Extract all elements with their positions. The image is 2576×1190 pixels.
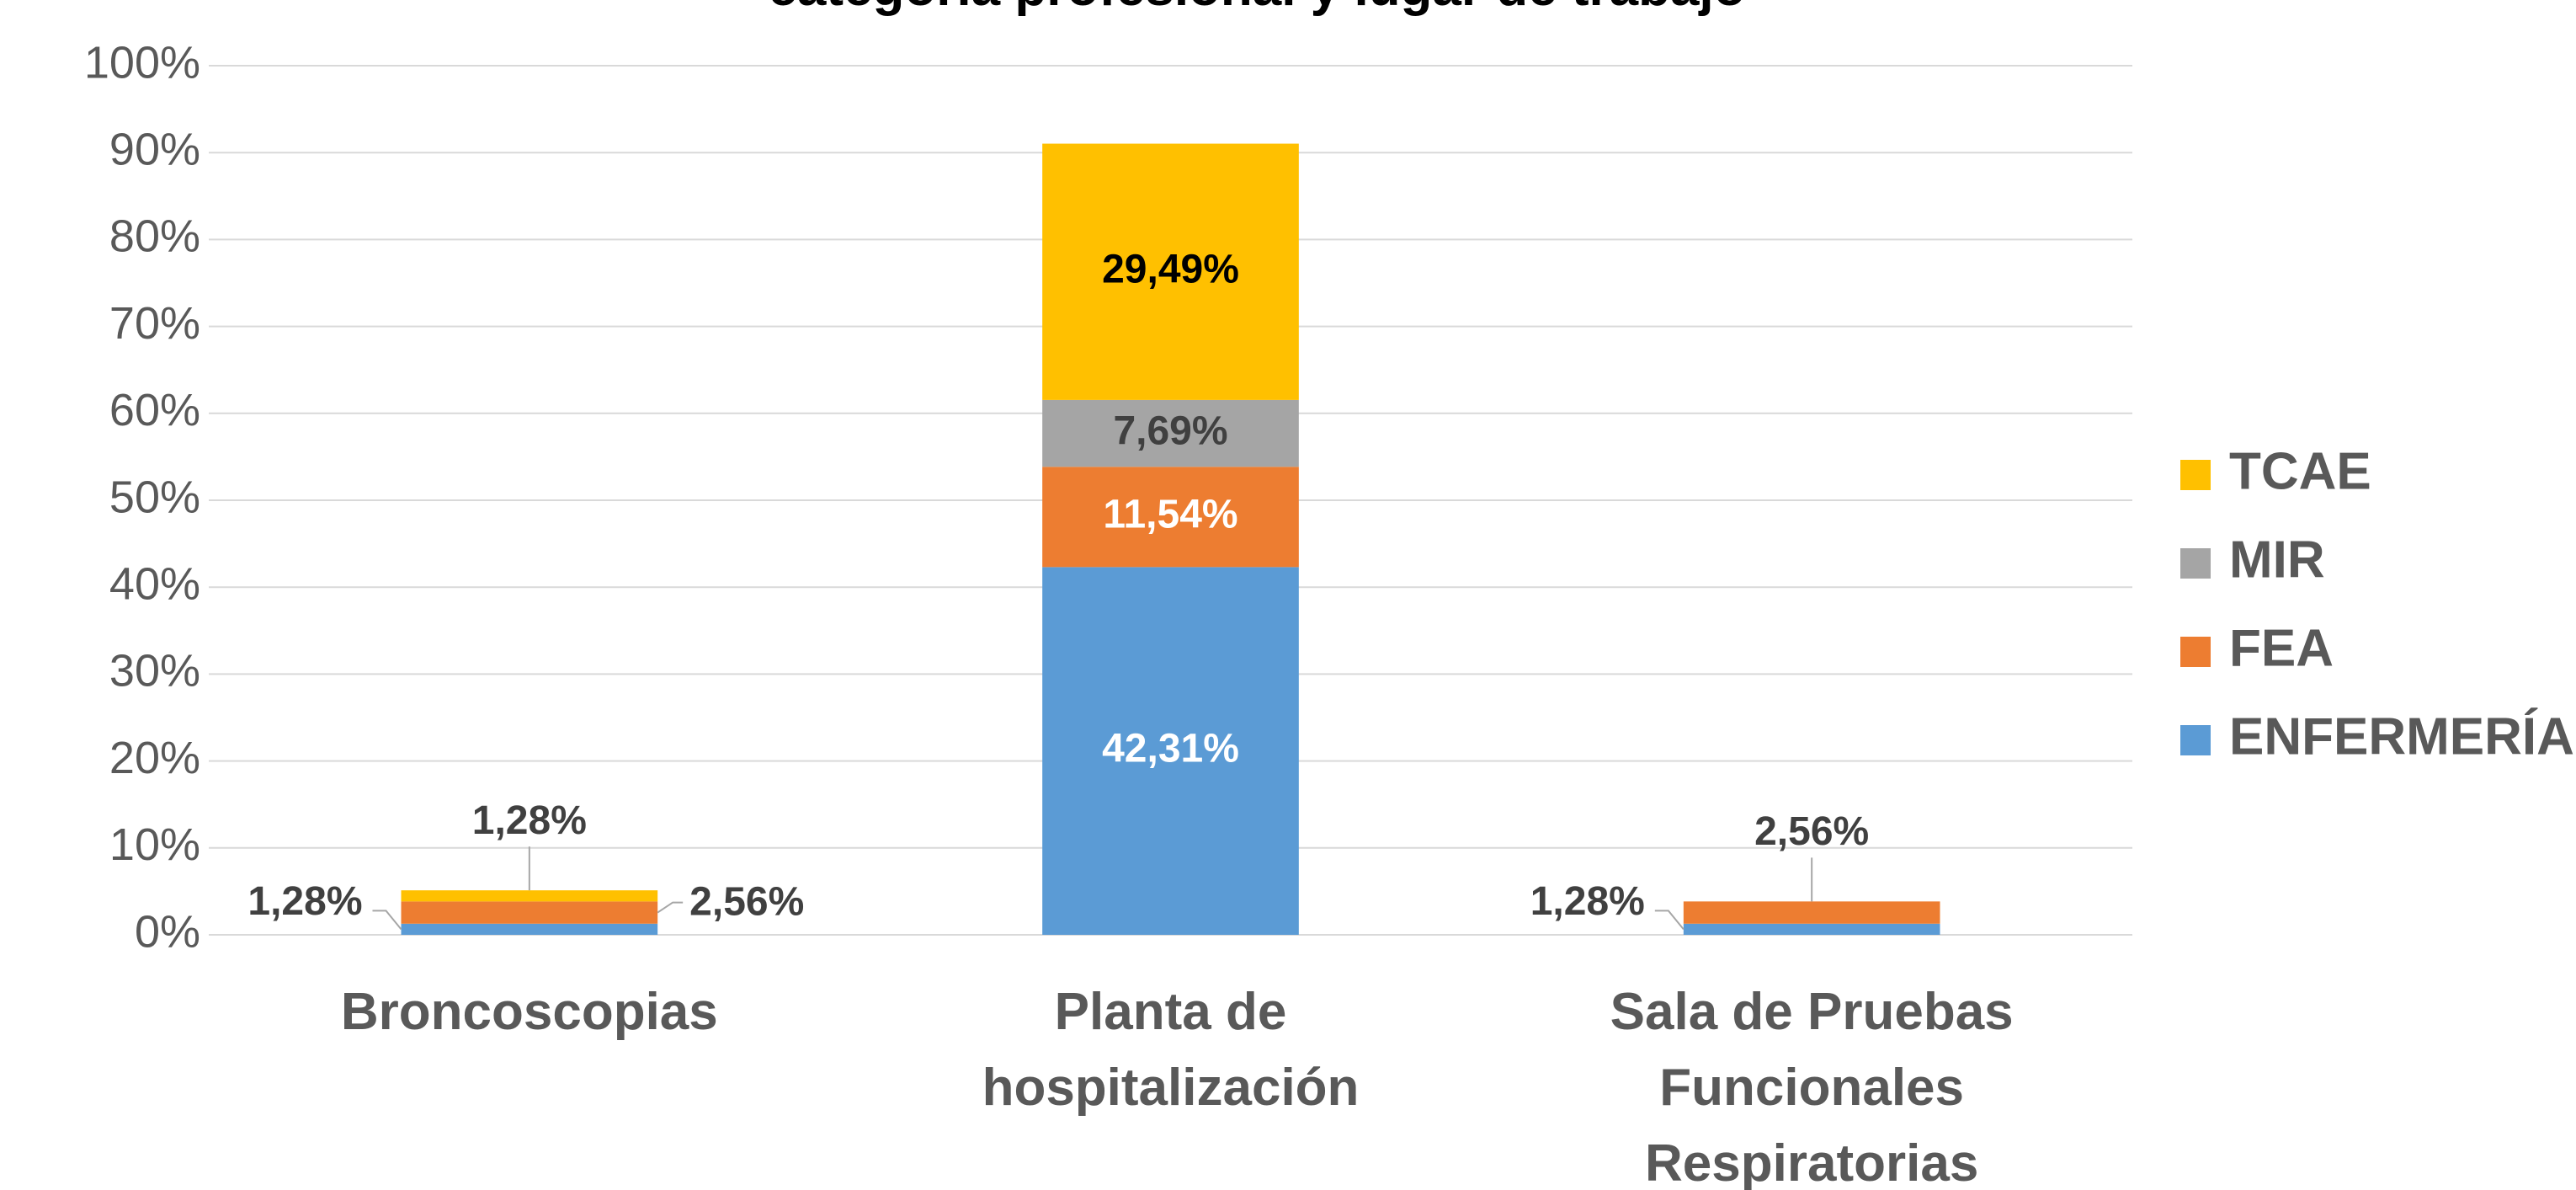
y-tick-label: 10% — [109, 819, 200, 870]
bar-segment — [1042, 143, 1299, 400]
legend-label: TCAE — [2229, 442, 2371, 500]
data-label: 1,28% — [247, 879, 362, 924]
data-label: 1,28% — [472, 798, 587, 843]
x-tick-label: Broncoscopias — [341, 983, 718, 1041]
bar-segment — [1042, 567, 1299, 935]
leader-line — [657, 901, 684, 914]
y-tick-label: 70% — [109, 298, 200, 349]
y-tick-label: 0% — [135, 906, 200, 957]
y-tick-label: 40% — [109, 558, 200, 609]
y-tick-label: 20% — [109, 733, 200, 783]
legend-label: ENFERMERÍA — [2229, 707, 2574, 766]
bar-segment — [1683, 901, 1940, 924]
bar-segment — [1042, 467, 1299, 568]
data-label: 7,69% — [1113, 408, 1227, 453]
x-tick-label: Planta de hospitalización — [982, 983, 1360, 1117]
data-label: 1,28% — [1530, 879, 1645, 924]
leader-line — [1654, 910, 1685, 931]
y-tick-label: 50% — [109, 472, 200, 522]
legend-swatch — [2180, 460, 2211, 490]
legend-label: FEA — [2229, 619, 2334, 677]
y-tick-label: 100% — [84, 37, 200, 88]
legend-swatch — [2180, 637, 2211, 667]
y-tick-label: 60% — [109, 385, 200, 435]
leader-line — [372, 910, 402, 931]
y-tick-label: 80% — [109, 211, 200, 262]
data-label: 42,31% — [1102, 726, 1239, 771]
bar-segment — [1683, 923, 1940, 935]
bar-segment — [401, 890, 658, 902]
data-label: 2,56% — [689, 879, 804, 924]
data-label: 11,54% — [1103, 492, 1237, 536]
bar-segment — [401, 923, 658, 935]
legend-swatch — [2180, 725, 2211, 755]
data-label: 2,56% — [1754, 809, 1869, 854]
bar-segment — [401, 901, 658, 924]
legend-swatch — [2180, 548, 2211, 579]
data-label: 29,49% — [1102, 247, 1239, 291]
y-tick-label: 30% — [109, 646, 200, 696]
bar-segment — [1042, 399, 1299, 467]
y-tick-label: 90% — [109, 124, 200, 174]
x-tick-label: Sala de Pruebas Funcionales Respiratorias — [1610, 983, 2014, 1190]
legend-label: MIR — [2229, 531, 2325, 589]
chart-title: categoría profesional y lugar de trabajo — [768, 0, 1745, 17]
